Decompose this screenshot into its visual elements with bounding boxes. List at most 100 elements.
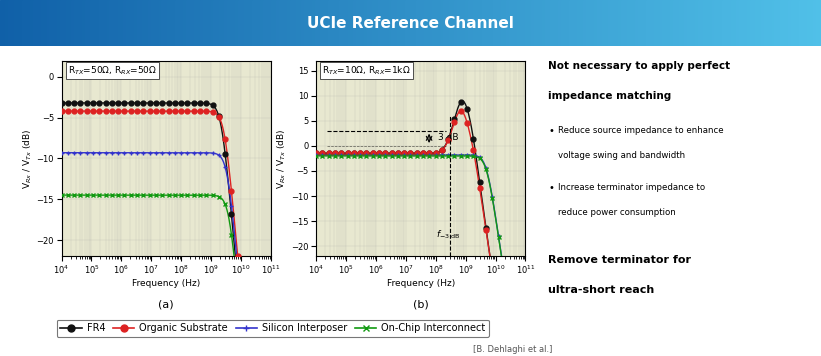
Bar <box>474 0 477 46</box>
Bar <box>490 0 493 46</box>
Bar <box>241 0 245 46</box>
Text: ultra-short reach: ultra-short reach <box>548 285 654 295</box>
Bar <box>583 0 586 46</box>
Bar <box>74 0 77 46</box>
Bar <box>107 0 110 46</box>
Bar <box>80 0 83 46</box>
Bar <box>394 0 397 46</box>
Bar <box>534 0 537 46</box>
Bar <box>246 0 250 46</box>
Bar <box>380 0 384 46</box>
Bar <box>487 0 491 46</box>
Bar <box>211 0 214 46</box>
Bar <box>142 0 146 46</box>
Bar <box>507 0 510 46</box>
Bar <box>22 0 25 46</box>
Bar <box>318 0 321 46</box>
Bar <box>323 0 327 46</box>
Bar <box>416 0 420 46</box>
Bar <box>126 0 130 46</box>
Bar <box>646 0 649 46</box>
Bar <box>544 0 548 46</box>
Bar <box>402 0 406 46</box>
Bar <box>181 0 184 46</box>
Bar <box>191 0 195 46</box>
Bar <box>339 0 343 46</box>
Bar <box>482 0 485 46</box>
Bar <box>304 0 307 46</box>
Bar <box>468 0 471 46</box>
Bar <box>282 0 286 46</box>
Bar <box>189 0 192 46</box>
Bar <box>227 0 231 46</box>
Bar <box>692 0 696 46</box>
Bar <box>605 0 608 46</box>
Bar <box>706 0 709 46</box>
Bar <box>766 0 770 46</box>
Bar <box>665 0 668 46</box>
Bar <box>197 0 200 46</box>
Bar <box>794 0 797 46</box>
Bar <box>230 0 233 46</box>
Bar <box>90 0 94 46</box>
Bar <box>687 0 690 46</box>
Text: (a): (a) <box>158 299 174 309</box>
Bar <box>761 0 764 46</box>
Bar <box>741 0 745 46</box>
Bar <box>123 0 126 46</box>
Bar <box>523 0 526 46</box>
Bar <box>618 0 622 46</box>
Bar <box>632 0 635 46</box>
Bar <box>542 0 545 46</box>
Bar <box>30 0 34 46</box>
Bar <box>186 0 190 46</box>
Bar <box>331 0 335 46</box>
Text: Increase terminator impedance to: Increase terminator impedance to <box>558 183 705 192</box>
Bar <box>60 0 64 46</box>
Bar <box>424 0 428 46</box>
Bar <box>780 0 783 46</box>
X-axis label: Frequency (Hz): Frequency (Hz) <box>387 279 455 288</box>
Bar <box>216 0 220 46</box>
Bar <box>517 0 521 46</box>
Bar <box>320 0 323 46</box>
Bar <box>630 0 633 46</box>
Bar <box>112 0 116 46</box>
Bar <box>121 0 124 46</box>
Bar <box>369 0 373 46</box>
Bar <box>117 0 122 46</box>
Bar <box>400 0 403 46</box>
Bar <box>154 0 157 46</box>
Y-axis label: V$_{Rx}$ / V$_{Tx}$ (dB): V$_{Rx}$ / V$_{Tx}$ (dB) <box>276 128 288 189</box>
Bar <box>503 0 507 46</box>
Bar <box>271 0 274 46</box>
Bar <box>421 0 425 46</box>
Bar <box>35 0 39 46</box>
Bar <box>361 0 365 46</box>
Text: R$_{TX}$=50Ω, R$_{RX}$=50Ω: R$_{TX}$=50Ω, R$_{RX}$=50Ω <box>68 64 157 77</box>
Bar <box>49 0 53 46</box>
Bar <box>129 0 132 46</box>
Text: $f_{-3\ \mathrm{dB}}$: $f_{-3\ \mathrm{dB}}$ <box>436 229 460 241</box>
Bar <box>16 0 20 46</box>
Bar <box>71 0 75 46</box>
Bar <box>164 0 167 46</box>
Bar <box>810 0 814 46</box>
Bar <box>501 0 504 46</box>
Bar <box>413 0 417 46</box>
Bar <box>700 0 704 46</box>
Bar <box>268 0 272 46</box>
X-axis label: Frequency (Hz): Frequency (Hz) <box>132 279 200 288</box>
Bar <box>577 0 581 46</box>
Bar <box>807 0 811 46</box>
Bar <box>731 0 734 46</box>
Text: Remove terminator for: Remove terminator for <box>548 255 691 265</box>
Bar <box>238 0 241 46</box>
Bar <box>717 0 721 46</box>
Bar <box>314 0 319 46</box>
Bar <box>429 0 433 46</box>
Bar <box>392 0 395 46</box>
Bar <box>438 0 442 46</box>
Bar <box>265 0 269 46</box>
Bar <box>99 0 102 46</box>
